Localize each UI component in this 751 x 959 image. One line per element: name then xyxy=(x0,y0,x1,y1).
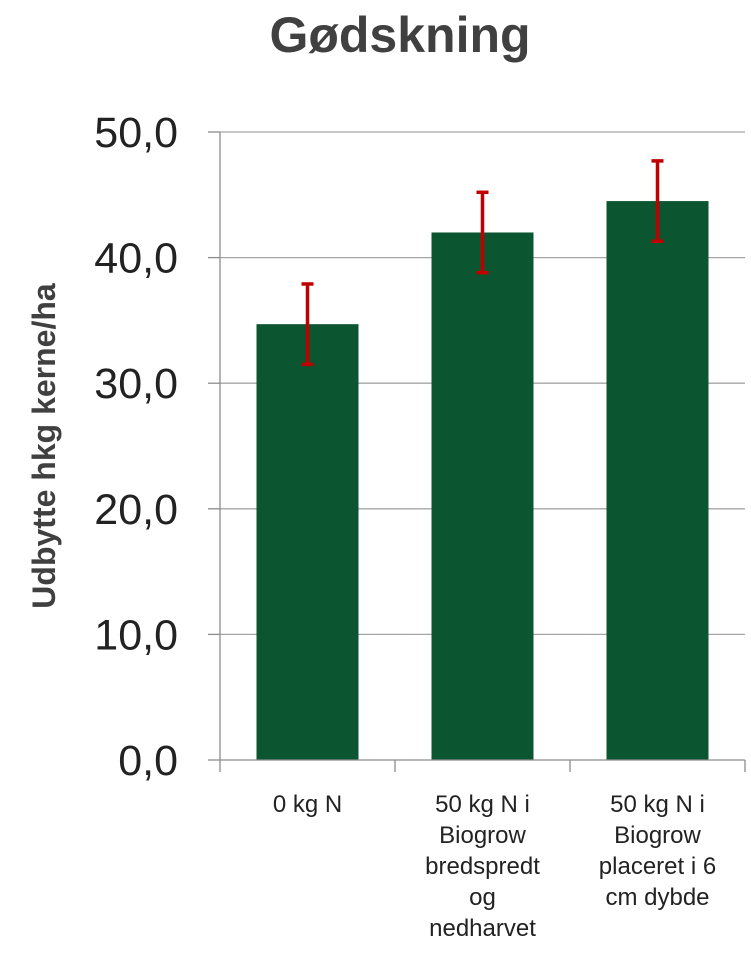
y-tick-label: 10,0 xyxy=(94,611,178,659)
bar xyxy=(606,201,709,760)
x-axis xyxy=(219,132,746,772)
bar xyxy=(431,232,534,761)
bar xyxy=(256,324,359,760)
x-tick-label: 0 kg N xyxy=(273,791,342,818)
y-tick-label: 30,0 xyxy=(94,360,178,408)
bars xyxy=(256,201,709,761)
y-tick-label: 50,0 xyxy=(94,109,178,157)
y-axis-tick-labels: 0,0 10,0 20,0 30,0 40,0 50,0 xyxy=(94,109,178,785)
x-tick-label: 50 kg N i Biogrow placeret i 6 cm dybde xyxy=(599,791,716,911)
y-axis-label: Udbytte hkg kerne/ha xyxy=(26,283,62,609)
y-tick-label: 20,0 xyxy=(94,486,178,534)
chart-title: Gødskning xyxy=(269,7,530,63)
x-axis-tick-labels: 0 kg N 50 kg N i Biogrow bredspredt og nedhar… xyxy=(273,791,716,942)
x-tick-label: 50 kg N i Biogrow bredspredt og nedharvet xyxy=(425,791,540,942)
error-bars xyxy=(301,159,664,367)
y-tick-label: 40,0 xyxy=(94,235,178,283)
y-tick-label: 0,0 xyxy=(118,737,178,785)
